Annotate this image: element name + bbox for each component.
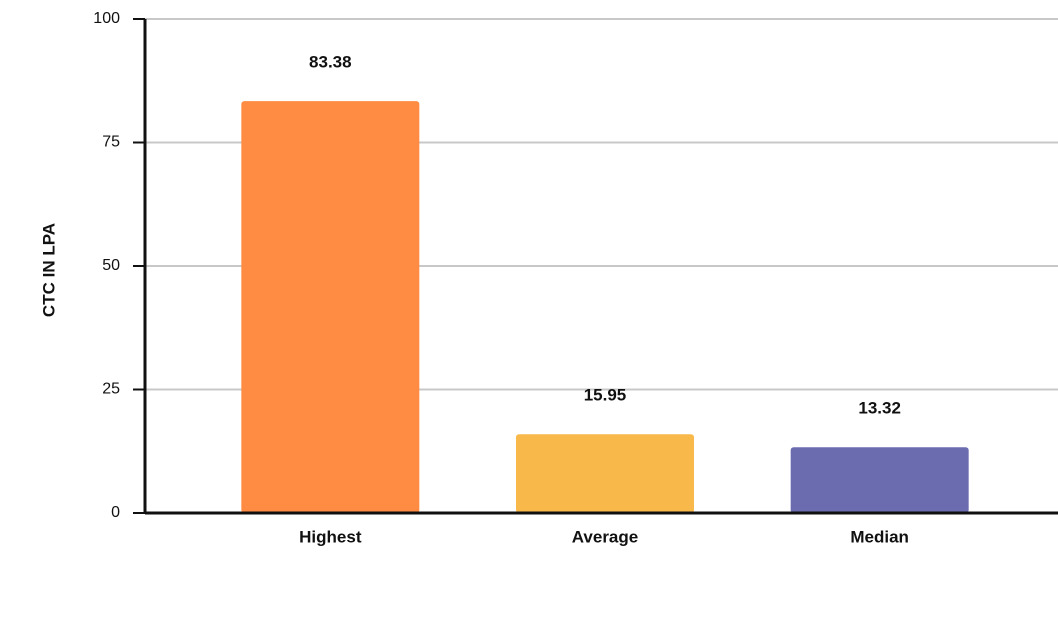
x-tick-label: Highest — [299, 527, 362, 546]
y-tick-label: 100 — [93, 10, 120, 27]
value-label: 13.32 — [858, 399, 901, 418]
x-tick-label: Median — [850, 527, 909, 546]
y-axis-title: CTC IN LPA — [39, 223, 58, 317]
value-label: 83.38 — [309, 53, 352, 72]
y-tick-label: 25 — [102, 381, 120, 398]
bar — [790, 447, 969, 513]
x-tick-label: Average — [572, 527, 638, 546]
y-tick-label: 0 — [111, 504, 120, 521]
y-tick-label: 50 — [102, 257, 120, 274]
y-tick-label: 75 — [102, 134, 120, 151]
value-label: 15.95 — [584, 386, 627, 405]
bar — [241, 101, 420, 514]
bar — [516, 434, 694, 513]
